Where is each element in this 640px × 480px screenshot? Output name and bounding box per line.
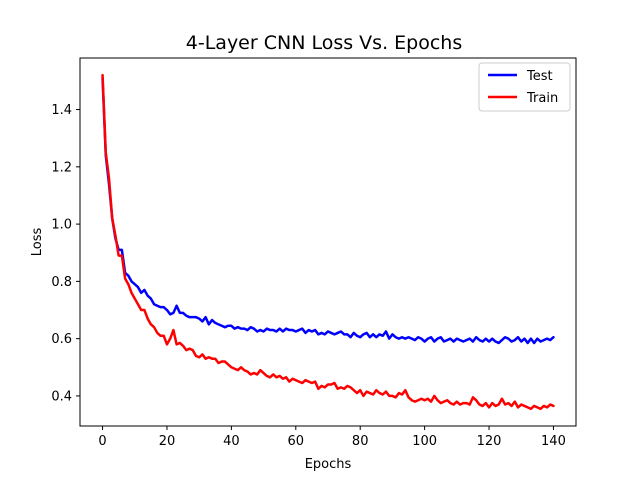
plot-lines (101, 73, 555, 411)
x-tick-label: 140 (541, 434, 566, 449)
y-tick-label: 1.0 (51, 218, 72, 233)
series-line-train (101, 73, 555, 411)
x-tick-label: 120 (477, 434, 502, 449)
y-axis-label: Loss (30, 228, 45, 257)
x-tick-label: 100 (412, 434, 437, 449)
y-tick-label: 1.4 (51, 103, 72, 118)
x-tick-label: 80 (352, 434, 369, 449)
x-tick-label: 40 (223, 434, 240, 449)
legend-label-train: Train (526, 91, 558, 106)
legend-label-test: Test (526, 69, 553, 84)
x-tick-label: 20 (159, 434, 176, 449)
x-axis-label: Epochs (305, 457, 352, 472)
plot-frame (79, 57, 577, 427)
y-tick-label: 1.2 (51, 160, 72, 175)
x-axis-ticks: 0 20 40 60 80 100 120 140 (98, 426, 566, 449)
y-axis-ticks: 0.4 0.6 0.8 1.0 1.2 1.4 (51, 103, 80, 404)
legend: Test Train (478, 62, 571, 112)
y-tick-label: 0.6 (51, 332, 72, 347)
chart-title: 4-Layer CNN Loss Vs. Epochs (186, 32, 462, 54)
y-tick-label: 0.8 (51, 275, 72, 290)
x-tick-label: 60 (288, 434, 305, 449)
y-tick-label: 0.4 (51, 389, 72, 404)
x-tick-label: 0 (98, 434, 106, 449)
series-line-test (101, 76, 555, 345)
